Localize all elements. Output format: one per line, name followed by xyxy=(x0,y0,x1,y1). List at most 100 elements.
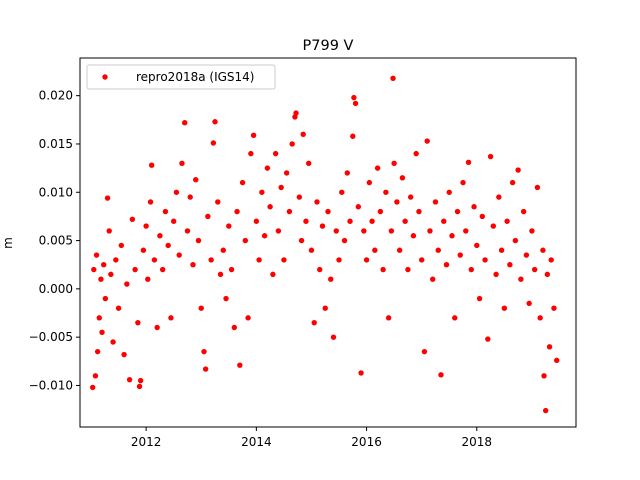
data-point xyxy=(228,266,235,273)
data-point xyxy=(350,133,356,139)
data-point xyxy=(446,189,452,195)
data-point xyxy=(330,334,337,340)
data-point xyxy=(531,266,538,273)
data-point xyxy=(245,315,251,321)
data-point xyxy=(91,266,97,273)
data-point xyxy=(541,373,547,379)
data-point xyxy=(159,266,166,273)
data-point xyxy=(94,348,101,355)
data-point xyxy=(355,204,362,210)
data-point xyxy=(231,324,238,331)
y-axis-label: m xyxy=(1,237,15,249)
data-point xyxy=(336,257,342,263)
data-point xyxy=(507,262,513,268)
data-point xyxy=(482,257,488,263)
data-point xyxy=(113,257,119,263)
data-point xyxy=(333,228,339,234)
data-point xyxy=(239,179,246,186)
data-point xyxy=(493,271,499,278)
data-point xyxy=(98,276,104,282)
data-point xyxy=(187,194,193,200)
data-point xyxy=(272,150,279,157)
data-point xyxy=(501,305,508,311)
data-point xyxy=(325,208,331,215)
data-point xyxy=(132,266,138,273)
data-point xyxy=(92,373,99,379)
data-point xyxy=(157,233,163,239)
data-point xyxy=(416,208,422,215)
data-point xyxy=(165,242,171,249)
data-point xyxy=(542,407,549,414)
data-point xyxy=(351,94,357,101)
data-point xyxy=(250,132,257,138)
data-point xyxy=(118,242,125,249)
data-point xyxy=(515,167,521,173)
data-point xyxy=(298,237,305,244)
data-point xyxy=(509,179,516,186)
data-point xyxy=(226,223,232,229)
data-point xyxy=(526,300,532,307)
data-point xyxy=(520,208,527,215)
data-point xyxy=(275,228,282,234)
data-point xyxy=(358,370,364,376)
data-point xyxy=(366,179,373,186)
data-point xyxy=(363,257,370,263)
data-point xyxy=(369,218,375,224)
data-point xyxy=(135,319,141,326)
data-point xyxy=(548,257,554,263)
data-point xyxy=(264,165,271,171)
data-point xyxy=(267,204,273,210)
data-point xyxy=(380,266,386,273)
data-point xyxy=(110,339,116,345)
x-tick-label: 2016 xyxy=(351,435,382,449)
data-point xyxy=(396,247,403,253)
data-point xyxy=(311,319,317,326)
data-point xyxy=(383,189,389,195)
data-point xyxy=(253,218,260,224)
y-tick-label: 0.005 xyxy=(39,234,73,248)
data-point xyxy=(256,257,262,263)
data-point xyxy=(154,324,160,331)
data-point xyxy=(372,247,378,253)
data-point xyxy=(452,315,458,321)
data-point xyxy=(201,348,207,355)
data-point xyxy=(388,228,395,234)
data-point xyxy=(534,184,541,191)
data-point xyxy=(468,266,474,273)
data-point xyxy=(347,218,353,224)
data-point xyxy=(306,160,312,166)
data-point xyxy=(89,384,96,391)
data-point xyxy=(143,223,149,229)
data-point xyxy=(471,204,477,210)
data-point xyxy=(523,252,530,258)
data-point xyxy=(242,237,249,244)
data-point xyxy=(99,329,105,336)
data-point xyxy=(248,150,254,157)
data-point xyxy=(145,276,151,282)
data-point xyxy=(184,228,191,234)
data-point xyxy=(148,162,155,168)
data-point xyxy=(101,262,107,268)
data-point xyxy=(205,213,211,220)
data-point xyxy=(405,266,411,273)
data-point xyxy=(220,247,226,253)
data-point xyxy=(402,218,408,224)
data-point xyxy=(147,199,154,205)
data-point xyxy=(460,179,466,186)
data-point xyxy=(551,305,557,311)
data-point xyxy=(421,348,428,355)
data-point xyxy=(176,252,182,258)
data-point xyxy=(554,357,560,364)
y-tick-label: −0.010 xyxy=(29,378,73,392)
data-point xyxy=(168,315,174,321)
data-points xyxy=(89,75,560,414)
data-point xyxy=(293,110,299,116)
y-tick-label: 0.020 xyxy=(39,89,73,103)
x-tick-label: 2014 xyxy=(241,435,272,449)
x-tick-label: 2012 xyxy=(131,435,162,449)
data-point xyxy=(407,194,414,200)
data-point xyxy=(162,208,169,215)
y-tick-label: 0.000 xyxy=(39,282,73,296)
data-point xyxy=(390,75,396,81)
legend: repro2018a (IGS14) xyxy=(86,64,276,90)
